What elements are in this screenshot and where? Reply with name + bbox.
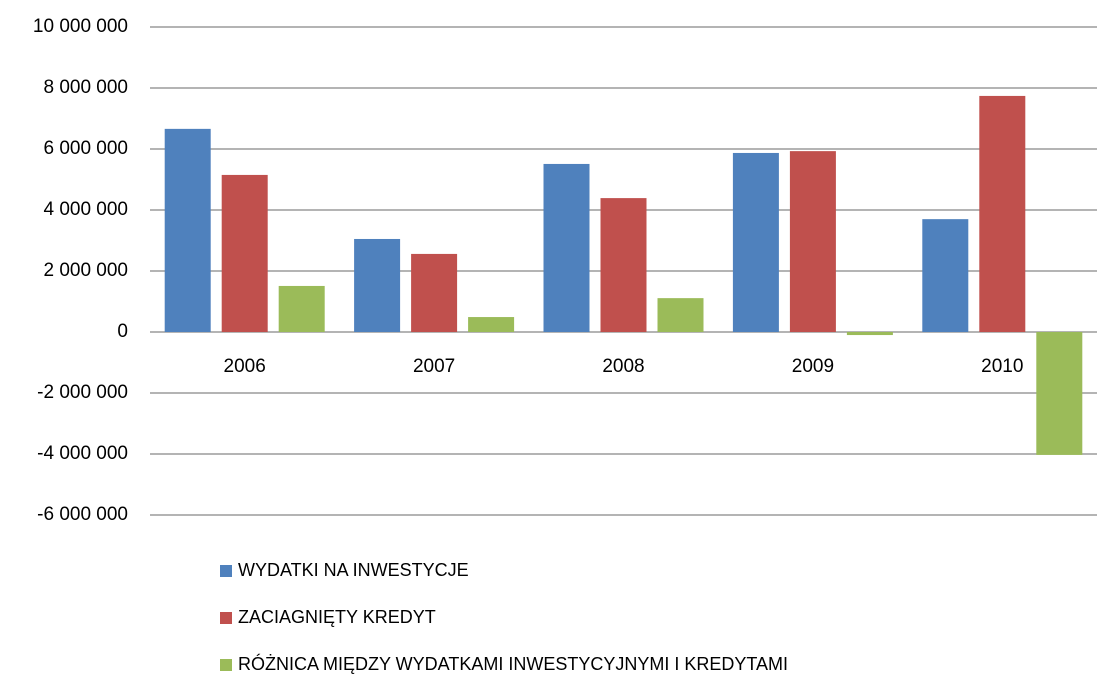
legend-label: RÓŻNICA MIĘDZY WYDATKAMI INWESTYCYJNYMI … xyxy=(238,653,788,674)
bar xyxy=(789,151,836,332)
bar xyxy=(846,332,893,336)
bar xyxy=(979,95,1026,333)
bar xyxy=(411,253,458,332)
bar xyxy=(600,198,647,332)
bar xyxy=(221,174,268,332)
bar xyxy=(1036,332,1083,455)
y-tick-label: 0 xyxy=(117,321,128,342)
y-tick-label: -4 000 000 xyxy=(37,443,128,464)
x-tick-label: 2007 xyxy=(413,356,455,377)
x-tick-label: 2009 xyxy=(792,356,834,377)
y-tick-label: -2 000 000 xyxy=(37,382,128,403)
y-tick-label: 4 000 000 xyxy=(43,199,128,220)
bar xyxy=(354,238,401,332)
bar xyxy=(543,163,590,332)
legend-label: ZACIAGNIĘTY KREDYT xyxy=(238,607,436,627)
y-tick-label: 8 000 000 xyxy=(43,77,128,98)
legend-swatch xyxy=(220,565,232,577)
legend-swatch xyxy=(220,612,232,624)
legend-swatch xyxy=(220,659,232,671)
bar xyxy=(732,152,779,332)
y-tick-label: -6 000 000 xyxy=(37,504,128,525)
bar xyxy=(164,128,211,332)
y-tick-label: 2 000 000 xyxy=(43,260,128,281)
y-tick-label: 10 000 000 xyxy=(33,16,128,37)
bar xyxy=(922,219,969,332)
x-tick-label: 2008 xyxy=(602,356,644,377)
x-tick-label: 2006 xyxy=(224,356,266,377)
bar xyxy=(468,317,515,332)
legend-label: WYDATKI NA INWESTYCJE xyxy=(238,560,469,580)
bar xyxy=(657,298,704,332)
y-tick-label: 6 000 000 xyxy=(43,138,128,159)
bar xyxy=(278,285,325,332)
x-tick-label: 2010 xyxy=(981,356,1023,377)
